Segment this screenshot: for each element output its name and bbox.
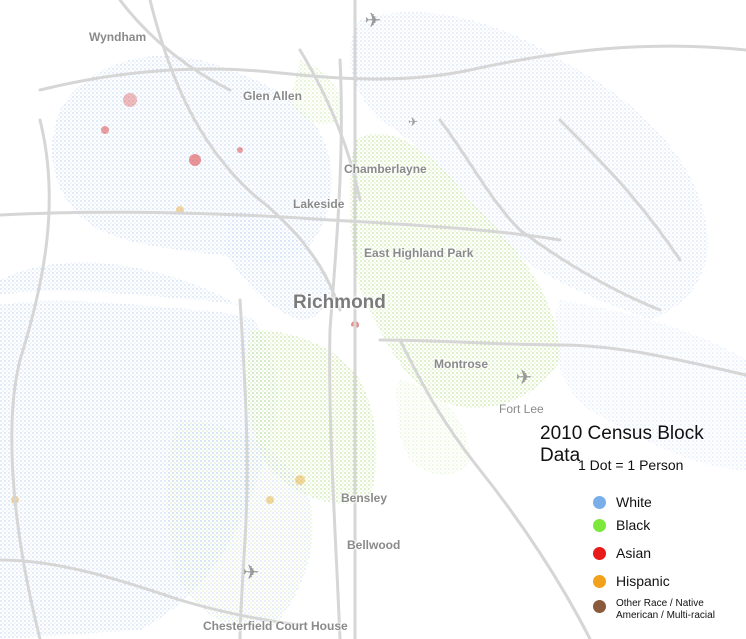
legend-swatch-asian — [593, 546, 606, 560]
legend-swatch-hispanic — [593, 574, 606, 588]
place-label-richmond: Richmond — [293, 292, 386, 313]
airport-icon: ✈ — [515, 367, 533, 389]
legend-label: Black — [616, 517, 651, 533]
mixed-population-areas — [166, 380, 470, 631]
legend-label: Other Race / Native American / Multi-rac… — [616, 598, 715, 621]
legend-title: 2010 Census Block Data — [540, 423, 704, 466]
place-label-bellwood: Bellwood — [347, 538, 401, 552]
place-label-bensley: Bensley — [341, 491, 388, 505]
legend-swatch-black — [593, 518, 606, 532]
legend-item-black: Black — [593, 517, 650, 533]
legend-label: Asian — [616, 545, 652, 561]
airport-icon: ✈ — [364, 10, 382, 32]
place-label-fort-lee: Fort Lee — [499, 402, 544, 416]
james-river — [0, 290, 399, 639]
legend-item-other: Other Race / Native American / Multi-rac… — [593, 598, 743, 622]
legend-label: White — [616, 494, 652, 510]
place-label-montrose: Montrose — [434, 357, 488, 371]
place-label-wyndham: Wyndham — [89, 30, 147, 44]
legend-subtitle: 1 Dot = 1 Person — [578, 457, 684, 473]
place-label-east-highland-park: East Highland Park — [364, 246, 474, 260]
legend-item-asian: Asian — [593, 545, 651, 561]
legend-item-hispanic: Hispanic — [593, 573, 670, 589]
place-label-chamberlayne: Chamberlayne — [344, 162, 427, 176]
place-label-glen-allen: Glen Allen — [243, 89, 302, 103]
place-label-lakeside: Lakeside — [293, 197, 345, 211]
airport-icon: ✈ — [407, 115, 419, 129]
airport-icon: ✈ — [242, 562, 260, 584]
legend-swatch-white — [593, 495, 606, 509]
legend-item-white: White — [593, 494, 652, 510]
legend-swatch-other — [593, 600, 606, 613]
place-label-chesterfield-court-house: Chesterfield Court House — [203, 619, 348, 633]
legend-label: Hispanic — [616, 573, 670, 589]
